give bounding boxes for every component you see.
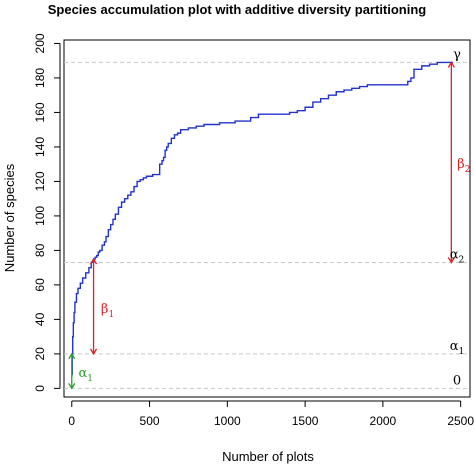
x-tick-label: 1500	[292, 414, 319, 428]
y-tick-label: 0	[33, 385, 47, 392]
y-tick-label: 140	[33, 137, 47, 157]
right-label: α1	[450, 339, 465, 357]
series-line	[71, 61, 453, 376]
annotation-arrows: α1 β1 β2	[68, 61, 470, 390]
y-tick-label: 20	[33, 347, 47, 361]
x-axis-label: Number of plots	[222, 449, 314, 464]
y-tick-label: 200	[33, 33, 47, 53]
right-label: 0	[453, 373, 461, 388]
arrow-head-top	[68, 352, 76, 360]
right-label: α2	[450, 247, 465, 265]
arrow-label: α1	[79, 366, 94, 384]
y-tick-label: 120	[33, 171, 47, 191]
arrow-head-bottom	[447, 257, 455, 264]
y-tick-label: 100	[33, 206, 47, 226]
y-tick-label: 180	[33, 68, 47, 88]
chart-title: Species accumulation plot with additive …	[48, 2, 427, 17]
reference-lines	[64, 61, 470, 389]
x-tick-label: 1000	[214, 414, 241, 428]
y-tick-label: 60	[33, 278, 47, 292]
y-axis: 0 20 40 60 80 100 120 140 160 180 200	[33, 33, 61, 392]
arrow-head-bottom	[68, 383, 76, 390]
series-line-group	[71, 61, 453, 376]
y-tick-label: 160	[33, 102, 47, 122]
y-axis-label: Number of species	[2, 163, 17, 272]
arrow-label: β2	[457, 157, 470, 175]
arrow-head-top	[89, 257, 98, 265]
arrow-label: β1	[101, 302, 114, 320]
x-axis: 0 500 1000 1500 2000 2500	[68, 400, 474, 428]
arrow-head-bottom	[89, 348, 98, 356]
y-tick-label: 40	[33, 312, 47, 326]
right-label: γ	[453, 47, 461, 62]
x-tick-label: 2000	[370, 414, 397, 428]
x-tick-label: 500	[140, 414, 160, 428]
right-labels: γ α2 α1 0	[450, 47, 465, 388]
arrow-head-top	[447, 61, 455, 68]
x-tick-label: 0	[68, 414, 75, 428]
plot-frame	[63, 39, 471, 398]
y-tick-label: 80	[33, 243, 47, 257]
x-tick-label: 2500	[447, 414, 474, 428]
